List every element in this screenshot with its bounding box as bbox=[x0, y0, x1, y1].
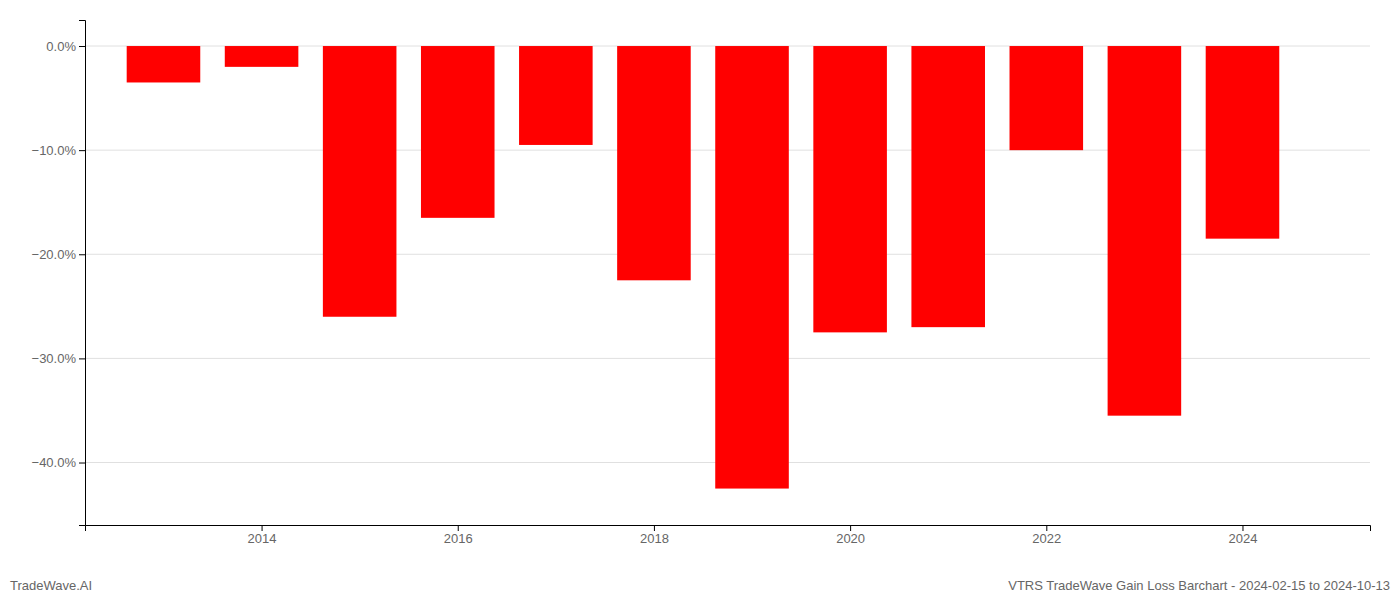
y-tick-mark bbox=[79, 46, 85, 47]
chart: 0.0% −10.0% −20.0% −30.0% −40.0% 2014 2016 2018… bbox=[0, 0, 1400, 600]
y-tick-label: −40.0% bbox=[32, 455, 77, 470]
y-tick-label: 0.0% bbox=[46, 39, 76, 54]
bar bbox=[715, 46, 789, 489]
x-tick: 2014 bbox=[248, 525, 277, 546]
y-tick-label: −10.0% bbox=[32, 143, 77, 158]
x-tick-mark bbox=[1242, 525, 1243, 531]
x-tick: 2020 bbox=[836, 525, 865, 546]
x-tick: 2018 bbox=[640, 525, 669, 546]
bar bbox=[1108, 46, 1182, 416]
y-tick-mark bbox=[79, 254, 85, 255]
y-tick-label: −20.0% bbox=[32, 247, 77, 262]
x-tick: 2016 bbox=[444, 525, 473, 546]
x-tick-label: 2016 bbox=[444, 531, 473, 546]
y-tick: −40.0% bbox=[32, 455, 85, 470]
x-tick-label: 2020 bbox=[836, 531, 865, 546]
y-axis-line bbox=[79, 21, 86, 526]
y-tick: −10.0% bbox=[32, 143, 85, 158]
bar bbox=[225, 46, 299, 67]
y-tick-mark bbox=[79, 463, 85, 464]
bar bbox=[1206, 46, 1280, 239]
y-tick-label: −30.0% bbox=[32, 351, 77, 366]
bar bbox=[813, 46, 887, 332]
bar bbox=[127, 46, 201, 82]
y-axis: 0.0% −10.0% −20.0% −30.0% −40.0% bbox=[32, 21, 86, 526]
bar bbox=[911, 46, 985, 327]
y-tick: −30.0% bbox=[32, 351, 85, 366]
bars bbox=[127, 46, 1280, 489]
x-tick-label: 2024 bbox=[1229, 531, 1258, 546]
x-tick-label: 2014 bbox=[248, 531, 277, 546]
bar bbox=[323, 46, 397, 317]
y-tick: −20.0% bbox=[32, 247, 85, 262]
x-tick-mark bbox=[262, 525, 263, 531]
bar bbox=[1010, 46, 1084, 150]
bar bbox=[617, 46, 691, 280]
x-tick-mark bbox=[654, 525, 655, 531]
x-tick-mark bbox=[850, 525, 851, 531]
x-tick-label: 2018 bbox=[640, 531, 669, 546]
x-tick: 2024 bbox=[1229, 525, 1258, 546]
x-axis: 2014 2016 2018 2020 2022 2024 bbox=[86, 525, 1371, 546]
y-tick-mark bbox=[79, 358, 85, 359]
x-tick: 2022 bbox=[1032, 525, 1061, 546]
x-tick-mark bbox=[1046, 525, 1047, 531]
title: VTRS TradeWave Gain Loss Barchart - 2024… bbox=[1008, 578, 1390, 593]
y-tick-mark bbox=[79, 150, 85, 151]
x-tick-label: 2022 bbox=[1032, 531, 1061, 546]
x-axis-line bbox=[86, 526, 1371, 532]
bar bbox=[519, 46, 593, 145]
x-tick-mark bbox=[458, 525, 459, 531]
annotation: TradeWave.AI bbox=[10, 578, 92, 593]
bar bbox=[421, 46, 495, 218]
plot: 0.0% −10.0% −20.0% −30.0% −40.0% 2014 2016 2018… bbox=[32, 21, 1371, 547]
y-tick: 0.0% bbox=[46, 39, 85, 54]
